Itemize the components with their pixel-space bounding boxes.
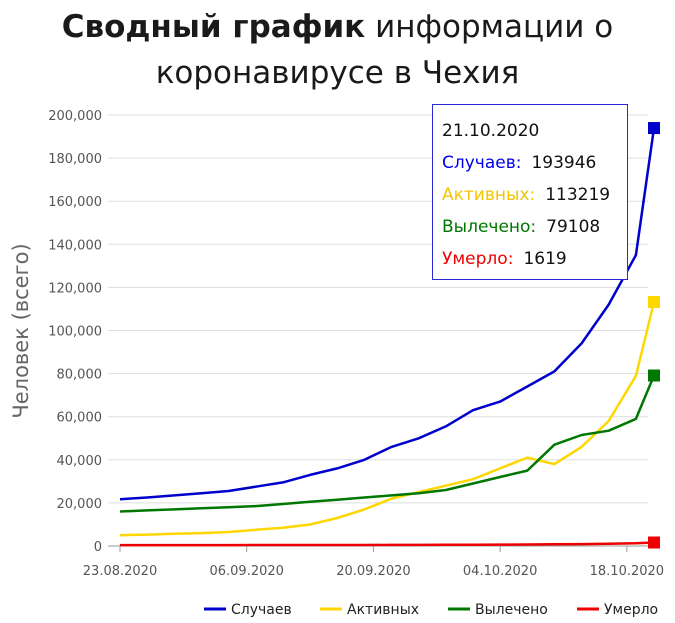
series-endpoint-marker[interactable]	[648, 536, 660, 549]
series-group	[119, 122, 660, 549]
series-line-2	[119, 375, 656, 513]
y-tick-label: 180,000	[48, 152, 102, 167]
chart-title: Сводный график информации о коронавирусе…	[0, 4, 675, 96]
y-tick-label: 160,000	[48, 195, 102, 210]
y-tick-label: 60,000	[57, 411, 103, 426]
y-tick-label: 0	[94, 540, 102, 555]
x-tick-label: 23.08.2020	[83, 564, 157, 579]
x-tick-label: 06.09.2020	[209, 564, 283, 579]
y-tick-label: 200,000	[48, 109, 102, 124]
series-line-1	[119, 301, 656, 537]
chart-title-rest: информации о	[375, 9, 614, 45]
legend-item-label[interactable]: Активных	[347, 602, 419, 618]
tooltip-row: Умерло: 1619	[442, 243, 627, 275]
y-axis-label: Человек (всего)	[9, 243, 33, 418]
x-tick-label: 18.10.2020	[590, 564, 664, 579]
tooltip-row: Активных: 113219	[442, 179, 627, 211]
y-tick-label: 20,000	[57, 497, 103, 512]
y-tick-label: 40,000	[57, 454, 103, 469]
y-tick-label: 80,000	[57, 368, 103, 383]
tooltip-row-value: 1619	[523, 249, 567, 269]
series-line-3	[120, 541, 655, 547]
y-tick-label: 120,000	[48, 281, 102, 296]
tooltip-row-value: 193946	[531, 153, 597, 173]
legend[interactable]: Случаев Активных Вылечено Умерло	[204, 602, 658, 618]
x-tick-label: 20.09.2020	[336, 564, 410, 579]
tooltip-row-label: Вылечено:	[442, 217, 537, 237]
legend-item-label[interactable]: Вылечено	[475, 602, 548, 618]
tooltip-row-label: Случаев:	[442, 153, 522, 173]
x-tick-label: 04.10.2020	[463, 564, 537, 579]
legend-item-label[interactable]: Случаев	[231, 602, 292, 618]
tooltip-row-value: 113219	[545, 185, 611, 205]
y-tick-label: 140,000	[48, 238, 102, 253]
series-endpoint-marker[interactable]	[648, 369, 660, 382]
tooltip-row-label: Активных:	[442, 185, 536, 205]
tooltip-date: 21.10.2020	[442, 121, 540, 141]
y-axis-ticks: 0 20,000 40,000 60,000 80,000 100,000 120,000 1…	[48, 109, 102, 555]
hover-tooltip: 21.10.2020 Случаев: 193946 Активных: 113219…	[432, 104, 628, 280]
chart-title-bold: Сводный график	[61, 9, 366, 45]
series-endpoint-marker[interactable]	[648, 296, 660, 309]
tooltip-row-value: 79108	[546, 217, 601, 237]
legend-item-label[interactable]: Умерло	[604, 602, 658, 618]
tooltip-row: Вылечено: 79108	[442, 211, 627, 243]
chart-title-line2: коронавирусе в Чехия	[155, 55, 520, 91]
tooltip-row: Случаев: 193946	[442, 147, 627, 179]
series-line-0	[119, 127, 656, 501]
tooltip-row-label: Умерло:	[442, 249, 514, 269]
y-tick-label: 100,000	[48, 325, 102, 340]
gridlines	[108, 114, 648, 547]
tooltip-rows: Случаев: 193946 Активных: 113219 Вылечено: 79…	[442, 147, 627, 275]
x-axis-ticks: 23.08.2020 06.09.2020 20.09.2020 04.10.2020…	[83, 546, 664, 579]
series-endpoint-marker[interactable]	[648, 122, 660, 135]
